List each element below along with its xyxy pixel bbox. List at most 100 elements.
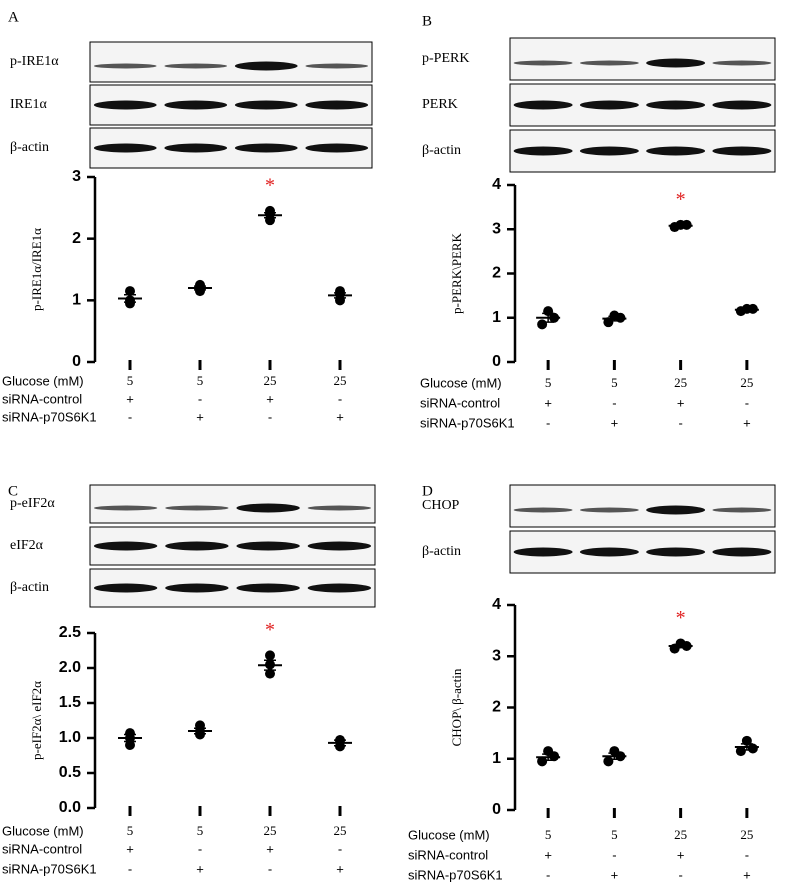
blot-band [579,146,639,156]
blot-band [513,100,573,110]
y-tick-label: 1.0 [59,729,81,746]
blot-band [236,541,300,551]
error-bar [334,292,346,299]
condition-value: 25 [334,823,347,838]
condition-value: - [128,409,132,424]
condition-value: - [338,841,342,856]
condition-label: Glucose (mM) [408,827,490,842]
blot-frame [509,484,776,528]
blot-band [93,583,158,593]
y-tick-label: 2 [492,699,501,716]
condition-label: siRNA-p70S6K1 [420,415,515,430]
condition-value: - [268,409,272,424]
y-tick-label: 0.5 [59,764,81,781]
significance-mark: * [676,607,686,629]
blot-label: β-actin [10,580,49,595]
condition-value: + [336,409,344,424]
error-bar [542,753,555,762]
condition-value: 25 [740,827,753,842]
data-point [537,756,548,767]
condition-value: 25 [264,823,277,838]
condition-value: - [678,867,682,882]
error-bar [608,315,621,322]
data-point [735,746,746,757]
blot-band [579,507,639,513]
blot-label: β-actin [10,140,49,155]
error-bar [740,307,753,312]
condition-value: + [743,415,751,430]
condition-value: + [743,867,751,882]
blot-band [307,505,372,511]
blot-band [646,547,706,557]
condition-value: + [677,847,685,862]
y-axis-title: p-IRE1α/IRE1α [29,228,44,311]
blot-band [579,100,639,110]
condition-value: 25 [674,375,687,390]
y-tick-label: 1 [72,292,81,309]
condition-value: + [544,395,552,410]
error-bar [542,312,555,323]
condition-value: + [611,867,619,882]
condition-label: Glucose (mM) [420,375,502,390]
error-bar [674,643,687,649]
blot-band [93,63,157,69]
condition-value: + [677,395,685,410]
blot-label: eIF2α [10,538,44,553]
blot-band [305,143,369,153]
y-tick-label: 0 [492,801,501,818]
blot-band [712,146,772,156]
blot-band [165,541,229,551]
blot-band [712,507,772,513]
condition-label: siRNA-control [408,847,488,862]
condition-value: 5 [197,823,204,838]
y-tick-label: 1 [492,309,501,326]
blot-label: β-actin [422,143,461,158]
blot-frame [89,484,376,524]
blot-frame [89,41,373,83]
y-axis-title: p-eIF2α\ eIF2α [29,681,44,760]
blot-band [307,583,372,593]
panel-label: D [422,483,433,499]
error-bar [264,659,276,671]
panel-label: B [422,13,432,29]
y-tick-label: 1 [492,750,501,767]
blot-label: CHOP [422,498,460,513]
error-bar [608,752,621,761]
blot-band [236,503,300,513]
data-point [265,650,275,661]
data-point [603,756,614,767]
condition-value: 5 [127,823,134,838]
condition-value: + [126,841,134,856]
condition-value: + [196,861,204,876]
condition-value: - [745,847,749,862]
blot-band [165,583,229,593]
blot-band [579,547,639,557]
condition-value: 5 [545,827,552,842]
condition-label: siRNA-p70S6K1 [2,861,97,876]
data-point [125,740,135,750]
error-bar [124,294,136,303]
condition-value: - [745,395,749,410]
blot-band [307,541,372,551]
blot-label: β-actin [422,544,461,559]
blot-band [712,60,772,66]
blot-band [93,541,158,551]
condition-value: + [126,391,134,406]
y-tick-label: 3 [492,220,501,237]
condition-value: + [544,847,552,862]
blot-band [165,505,229,511]
y-tick-label: 4 [492,596,501,613]
blot-band [164,63,228,69]
blot-band [93,505,158,511]
condition-value: + [266,841,274,856]
condition-value: - [198,391,202,406]
data-point [747,743,758,754]
blot-label: IRE1α [10,97,48,112]
condition-value: - [678,415,682,430]
condition-value: + [196,409,204,424]
y-tick-label: 0.0 [59,799,81,816]
panel-label: C [8,483,18,499]
error-bar [334,739,346,747]
y-tick-label: 2.0 [59,659,81,676]
blot-label: p-PERK [422,51,469,66]
